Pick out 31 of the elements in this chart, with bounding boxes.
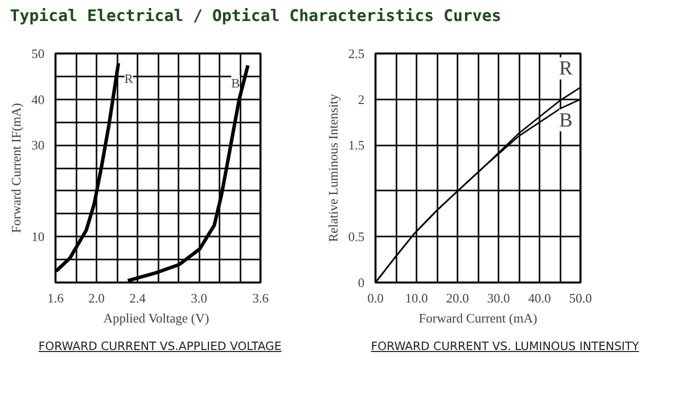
x-tick-label: 20.0 — [446, 290, 469, 306]
series-label: B — [231, 75, 240, 90]
x-tick-label: 0.0 — [367, 290, 384, 306]
text: Typical Electrical / Optical Characteristics Curves — [10, 6, 502, 25]
y-tick-label: 2.5 — [348, 46, 364, 61]
y-tick-label: 50 — [32, 46, 44, 61]
y-tick-label: 10 — [32, 229, 44, 244]
y-axis-title: Forward Current IF(mA) — [8, 102, 24, 233]
x-axis-title: Applied Voltage (V) — [103, 310, 210, 326]
x-tick-label: 1.6 — [47, 290, 64, 306]
x-tick-label: 30.0 — [487, 290, 510, 306]
y-tick-label: 0.5 — [348, 229, 364, 244]
x-tick-label: 50.0 — [569, 290, 592, 306]
y-tick-label: 1.5 — [348, 137, 364, 152]
y-axis-title: Relative Luminous Intensity — [325, 93, 340, 242]
series-label: R — [124, 70, 134, 86]
text: FORWARD CURRENT VS.APPLIED VOLTAGE — [38, 338, 282, 353]
x-axis-title: Forward Current (mA) — [418, 310, 538, 326]
series-label: B — [559, 109, 573, 132]
y-tick-label: 2 — [358, 92, 364, 107]
x-tick-label: 2.0 — [88, 290, 105, 306]
series-label: R — [559, 57, 574, 80]
y-tick-label: 40 — [32, 92, 44, 107]
x-tick-label: 3.6 — [252, 290, 270, 306]
y-tick-label: 0 — [358, 274, 364, 290]
x-tick-label: 40.0 — [528, 290, 551, 306]
x-tick-label: 2.4 — [129, 290, 146, 306]
x-tick-label: 10.0 — [405, 290, 428, 306]
x-tick-label: 3.0 — [190, 290, 208, 306]
y-tick-label: 30 — [32, 137, 44, 152]
text: FORWARD CURRENT VS. LUMINOUS INTENSITY — [371, 338, 639, 353]
